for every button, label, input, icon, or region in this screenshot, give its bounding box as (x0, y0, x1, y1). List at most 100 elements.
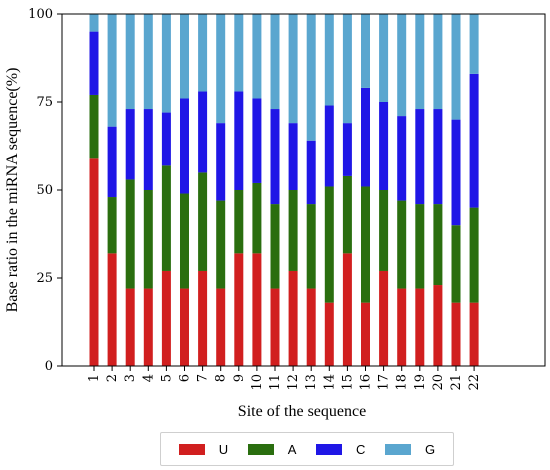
bar-segment-G-11 (270, 14, 280, 110)
bar-segment-G-8 (216, 14, 226, 124)
x-tick-label: 22 (467, 374, 482, 391)
x-tick-label: 9 (232, 374, 247, 382)
bar-segment-A-9 (234, 190, 244, 254)
x-tick-label: 11 (268, 374, 283, 391)
bar-segment-G-6 (180, 14, 189, 99)
bar-segment-C-10 (252, 98, 262, 183)
bar-segment-A-2 (107, 197, 117, 254)
bar-segment-G-10 (252, 14, 262, 99)
bar-segment-C-11 (270, 109, 280, 205)
bar-segment-G-22 (469, 14, 479, 74)
legend-item-C: C (316, 442, 365, 457)
bar-segment-C-4 (143, 109, 153, 190)
x-tick-label: 7 (196, 374, 211, 382)
x-tick-label: 13 (304, 374, 319, 391)
legend-item-A: A (247, 442, 296, 457)
bar-segment-G-7 (198, 14, 208, 92)
bar-segment-A-5 (161, 165, 171, 271)
bar-segment-U-4 (143, 288, 153, 366)
bar-segment-C-16 (361, 87, 370, 187)
x-tick-label: 8 (214, 374, 229, 382)
bar-segment-A-1 (89, 94, 99, 159)
bar-segment-C-6 (180, 98, 189, 194)
bar-segment-G-21 (451, 14, 461, 120)
bar-segment-G-12 (288, 14, 298, 124)
bar-segment-U-8 (216, 288, 226, 366)
bar-segment-U-11 (270, 288, 280, 366)
x-tick-label: 18 (395, 374, 410, 391)
bar-segment-U-19 (415, 288, 425, 366)
bar-segment-U-9 (234, 253, 244, 366)
bar-segment-C-1 (89, 31, 99, 95)
legend-label: U (218, 441, 229, 457)
bar-segment-G-17 (379, 14, 389, 102)
bar-segment-U-3 (125, 288, 135, 366)
bar-segment-U-1 (89, 158, 99, 366)
bar-segment-U-16 (361, 302, 370, 366)
bar-segment-G-2 (107, 14, 117, 127)
bar-segment-C-22 (469, 73, 479, 208)
bar-segment-G-15 (342, 14, 352, 124)
bars-group (89, 14, 479, 366)
bar-segment-C-18 (397, 116, 407, 201)
bar-segment-G-3 (125, 14, 135, 110)
legend-item-G: G (385, 442, 435, 457)
legend-label: G (425, 441, 436, 457)
bar-segment-G-18 (397, 14, 407, 117)
bar-segment-C-19 (415, 109, 425, 205)
x-tick-label: 20 (431, 374, 446, 391)
bar-segment-U-17 (379, 270, 389, 366)
bar-segment-A-21 (451, 225, 461, 303)
bar-segment-U-6 (180, 288, 189, 366)
bar-segment-A-19 (415, 204, 425, 289)
x-tick-label: 2 (105, 374, 120, 382)
bar-segment-C-5 (161, 112, 171, 166)
bar-segment-G-13 (306, 14, 316, 141)
legend-swatch (247, 443, 274, 455)
bar-segment-U-5 (161, 270, 171, 366)
bar-segment-A-3 (125, 179, 135, 289)
bar-segment-C-8 (216, 123, 226, 201)
y-axis-title: Base ratio in the miRNA sequence(%) (4, 68, 21, 313)
bar-segment-C-21 (451, 119, 461, 226)
bar-segment-G-16 (361, 14, 370, 88)
bar-segment-C-15 (342, 123, 352, 176)
bar-segment-U-15 (342, 253, 352, 366)
x-tick-label: 12 (286, 374, 301, 391)
bar-segment-A-12 (288, 190, 298, 271)
bar-segment-C-12 (288, 123, 298, 190)
legend-swatch (316, 443, 343, 455)
bar-segment-U-21 (451, 302, 461, 366)
bar-segment-C-3 (125, 109, 135, 180)
bar-segment-A-20 (433, 204, 443, 286)
bar-segment-G-1 (89, 14, 99, 32)
bar-segment-C-7 (198, 91, 208, 173)
bar-segment-U-13 (306, 288, 316, 366)
bar-segment-A-7 (198, 172, 208, 271)
x-tick-label: 14 (322, 374, 337, 391)
legend-swatch (385, 443, 412, 455)
bar-segment-G-9 (234, 14, 244, 92)
legend-label: C (356, 441, 366, 457)
bar-segment-A-17 (379, 190, 389, 271)
bar-segment-G-19 (415, 14, 425, 110)
bar-segment-G-4 (143, 14, 153, 110)
bar-segment-U-10 (252, 253, 262, 366)
x-tick-label: 10 (250, 374, 265, 391)
bar-segment-U-18 (397, 288, 407, 366)
bar-segment-A-8 (216, 200, 226, 289)
bar-segment-U-22 (469, 302, 479, 366)
x-tick-label: 3 (123, 374, 138, 382)
bar-segment-A-22 (469, 207, 479, 303)
bar-segment-G-5 (161, 14, 171, 113)
legend-swatch (178, 443, 205, 455)
bar-segment-C-13 (306, 140, 316, 205)
bar-segment-A-11 (270, 204, 280, 289)
bar-segment-C-17 (379, 102, 389, 190)
bar-segment-U-12 (288, 270, 298, 366)
bar-segment-A-18 (397, 200, 407, 289)
x-tick-label: 21 (449, 374, 464, 391)
x-tick-label: 17 (377, 374, 392, 391)
